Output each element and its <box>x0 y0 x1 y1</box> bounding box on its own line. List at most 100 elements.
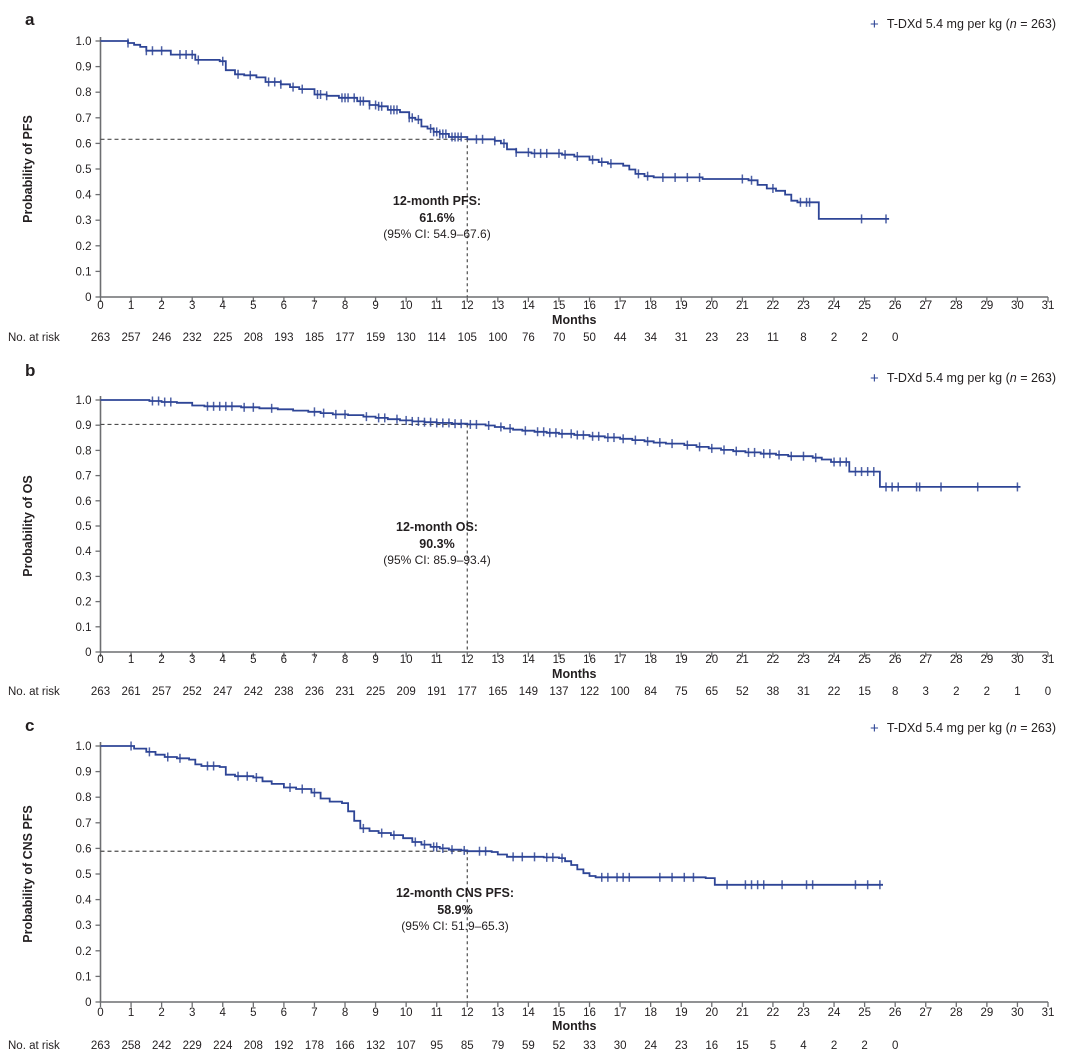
x-tick-label: 24 <box>828 1007 841 1019</box>
at-risk-number: 79 <box>491 1040 504 1052</box>
x-tick-label: 1 <box>128 1007 134 1019</box>
x-tick-label: 4 <box>220 300 227 312</box>
at-risk-number: 100 <box>611 686 630 698</box>
y-tick-label: 0 <box>85 647 91 659</box>
y-tick-label: 0.5 <box>76 521 92 533</box>
legend-a: + T-DXd 5.4 mg per kg (n = 263) <box>870 15 1056 33</box>
x-tick-label: 26 <box>889 300 902 312</box>
y-tick-label: 0.7 <box>76 471 92 483</box>
at-risk-number: 185 <box>305 332 324 344</box>
at-risk-number: 11 <box>767 332 779 344</box>
x-tick-label: 29 <box>980 654 993 666</box>
at-risk-number: 31 <box>675 332 688 344</box>
x-tick-label: 22 <box>767 300 780 312</box>
x-tick-label: 30 <box>1011 654 1024 666</box>
x-tick-label: 16 <box>583 654 596 666</box>
x-tick-label: 14 <box>522 654 535 666</box>
x-tick-label: 11 <box>431 1007 443 1019</box>
y-tick-label: 0.9 <box>76 62 92 74</box>
x-tick-label: 17 <box>614 654 627 666</box>
at-risk-number: 4 <box>800 1040 807 1052</box>
censor-plus-icon: + <box>870 16 879 33</box>
panel-c: c + T-DXd 5.4 mg per kg (n = 263) 0 0.1 0.… <box>0 708 1080 1063</box>
at-risk-number: 52 <box>553 1040 566 1052</box>
y-tick-label: 0.4 <box>76 895 93 907</box>
x-tick-label: 12 <box>461 300 474 312</box>
x-tick-label: 9 <box>372 1007 378 1019</box>
y-tick-label: 0.8 <box>76 445 92 457</box>
y-tick-label: 0.4 <box>76 190 93 202</box>
y-tick-label: 0.5 <box>76 164 92 176</box>
y-tick-label: 0.1 <box>76 971 92 983</box>
at-risk-number: 5 <box>770 1040 776 1052</box>
x-tick-label: 27 <box>919 300 932 312</box>
annotation-title: 12-month PFS: <box>393 194 481 208</box>
at-risk-number: 38 <box>767 686 780 698</box>
x-tick-label: 10 <box>400 654 413 666</box>
at-risk-number: 2 <box>831 332 837 344</box>
x-tick-label: 13 <box>491 654 504 666</box>
y-tick-label: 0.3 <box>76 571 92 583</box>
y-tick-label: 0.2 <box>76 946 92 958</box>
x-tick-label: 17 <box>614 1007 627 1019</box>
x-tick-label: 31 <box>1042 1007 1055 1019</box>
x-tick-label: 18 <box>644 1007 657 1019</box>
at-risk-number: 1 <box>1014 686 1020 698</box>
y-tick-label: 0 <box>85 997 91 1009</box>
at-risk-number: 30 <box>614 1040 627 1052</box>
at-risk-number: 208 <box>244 1040 263 1052</box>
legend-c: + T-DXd 5.4 mg per kg (n = 263) <box>870 719 1056 737</box>
x-tick-label: 15 <box>553 1007 566 1019</box>
at-risk-number: 52 <box>736 686 749 698</box>
at-risk-number: 236 <box>305 686 324 698</box>
at-risk-number: 0 <box>892 332 898 344</box>
at-risk-number: 224 <box>213 1040 233 1052</box>
y-tick-label: 0.6 <box>76 138 92 150</box>
x-tick-label: 10 <box>400 300 413 312</box>
x-tick-label: 28 <box>950 300 963 312</box>
km-curve <box>100 40 890 220</box>
x-tick-label: 30 <box>1011 1007 1024 1019</box>
y-tick-label: 0 <box>85 292 91 304</box>
x-tick-label: 29 <box>980 1007 993 1019</box>
at-risk-number: 23 <box>705 332 718 344</box>
at-risk-number: 23 <box>736 332 749 344</box>
x-tick-label: 31 <box>1042 300 1055 312</box>
y-tick-label: 0.7 <box>76 818 92 830</box>
x-tick-label: 7 <box>311 654 317 666</box>
x-tick-label: 15 <box>553 654 566 666</box>
at-risk-number: 2 <box>861 1040 867 1052</box>
x-tick-label: 26 <box>889 1007 902 1019</box>
y-axis-title: Probability of PFS <box>21 115 35 223</box>
x-tick-label: 22 <box>767 654 780 666</box>
y-tick-label: 0.2 <box>76 597 92 609</box>
x-tick-label: 16 <box>583 300 596 312</box>
at-risk-number: 261 <box>121 686 140 698</box>
at-risk-number: 31 <box>797 686 810 698</box>
at-risk-number: 0 <box>892 1040 898 1052</box>
x-tick-label: 15 <box>553 300 566 312</box>
x-tick-label: 4 <box>220 1007 227 1019</box>
at-risk-number: 114 <box>428 332 447 344</box>
y-tick-label: 1.0 <box>76 36 92 48</box>
x-tick-label: 26 <box>889 654 902 666</box>
at-risk-number: 107 <box>397 1040 416 1052</box>
y-tick-label: 0.3 <box>76 920 92 932</box>
at-risk-number: 122 <box>580 686 599 698</box>
x-tick-label: 31 <box>1042 654 1055 666</box>
x-tick-label: 8 <box>342 1007 348 1019</box>
censor-plus-icon: + <box>870 370 879 387</box>
annotation-value: 90.3% <box>419 537 454 551</box>
x-tick-label: 9 <box>372 654 378 666</box>
censor-plus-icon: + <box>870 720 879 737</box>
x-tick-label: 1 <box>128 654 134 666</box>
x-tick-label: 16 <box>583 1007 596 1019</box>
at-risk-number: 257 <box>152 686 171 698</box>
at-risk-number: 15 <box>858 686 871 698</box>
at-risk-number: 208 <box>244 332 263 344</box>
at-risk-label: No. at risk <box>8 686 60 698</box>
x-tick-label: 6 <box>281 654 287 666</box>
at-risk-number: 229 <box>183 1040 202 1052</box>
x-tick-label: 23 <box>797 1007 810 1019</box>
